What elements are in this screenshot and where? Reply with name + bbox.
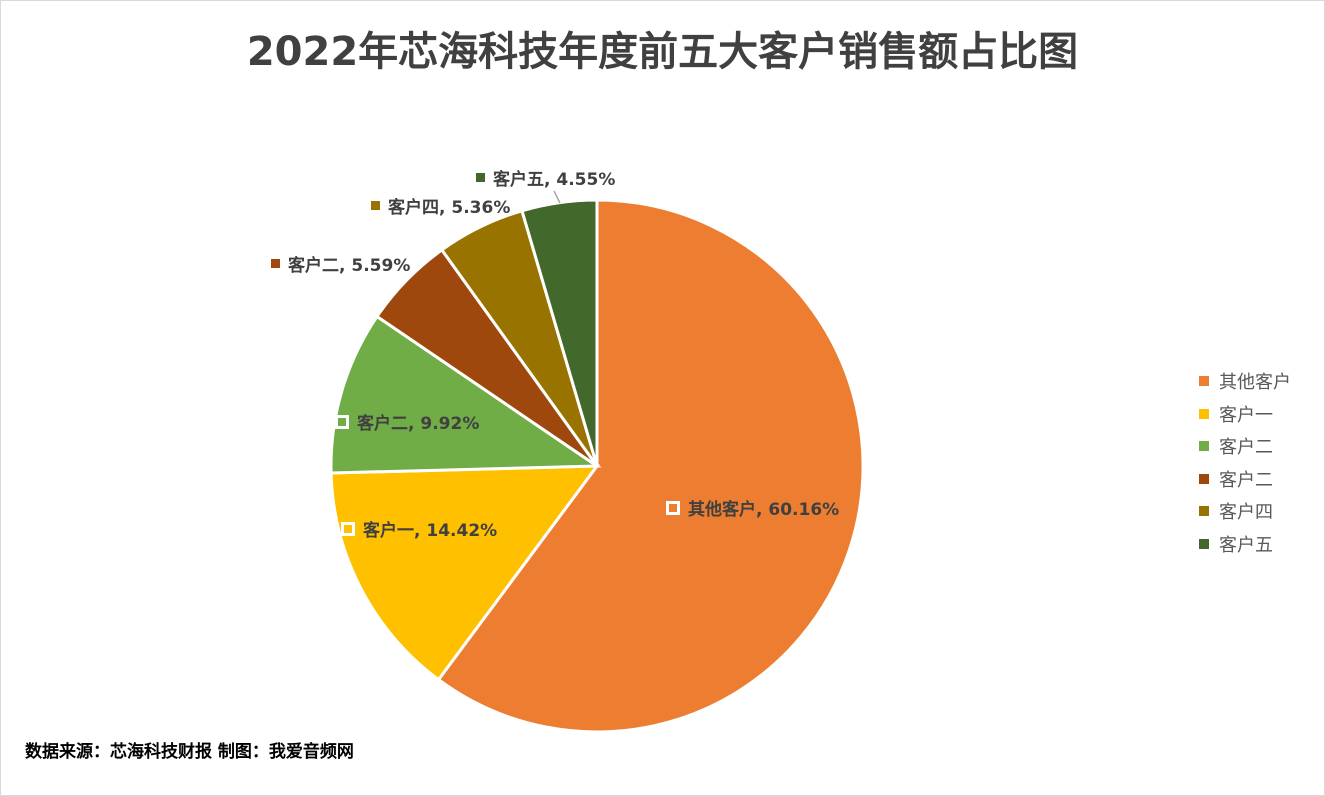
label-key-icon: [666, 500, 680, 515]
legend-label: 客户四: [1219, 502, 1273, 524]
leader-line: [553, 190, 561, 204]
legend-swatch-icon: [1199, 376, 1209, 387]
legend-label: 客户一: [1219, 404, 1273, 426]
data-label-text: 客户二, 9.92%: [357, 414, 480, 434]
data-label: 客户一, 14.42%: [341, 516, 497, 541]
data-label: 客户二, 9.92%: [335, 409, 479, 434]
data-label-text: 客户一, 14.42%: [363, 521, 498, 541]
legend-item: 客户四: [1199, 495, 1291, 528]
label-key-icon: [341, 521, 355, 536]
legend-label: 客户二: [1219, 469, 1273, 491]
source-note: 数据来源：芯海科技财报 制图：我爱音频网: [25, 742, 354, 762]
legend-item: 客户五: [1199, 528, 1291, 561]
pie-slice: [436, 198, 865, 734]
data-label: 客户四, 5.36%: [371, 193, 510, 218]
label-key-icon: [271, 259, 280, 268]
data-label-text: 其他客户, 60.16%: [688, 500, 840, 520]
data-label: 客户二, 5.59%: [271, 251, 410, 276]
legend-swatch-icon: [1199, 473, 1209, 484]
legend-label: 其他客户: [1219, 372, 1291, 394]
data-label: 其他客户, 60.16%: [666, 495, 839, 520]
pie-slice: [329, 314, 602, 475]
legend-swatch-icon: [1199, 538, 1209, 549]
legend-label: 客户五: [1219, 534, 1273, 556]
data-label-text: 客户四, 5.36%: [388, 198, 511, 218]
label-key-icon: [371, 201, 380, 210]
data-label: 客户五, 4.55%: [476, 165, 615, 190]
legend-swatch-icon: [1199, 506, 1209, 517]
legend-swatch-icon: [1199, 408, 1209, 419]
legend: 其他客户 客户一 客户二 客户二 客户四 客户五: [1199, 365, 1291, 560]
label-key-icon: [476, 173, 485, 182]
legend-item: 客户二: [1199, 430, 1291, 463]
data-label-text: 客户二, 5.59%: [288, 256, 411, 276]
legend-swatch-icon: [1199, 441, 1209, 452]
data-label-text: 客户五, 4.55%: [493, 170, 616, 190]
label-key-icon: [335, 414, 349, 429]
legend-item: 其他客户: [1199, 365, 1291, 398]
pie-slice: [329, 464, 601, 682]
legend-label: 客户二: [1219, 437, 1273, 459]
chart-title: 2022年芯海科技年度前五大客户销售额占比图: [246, 29, 1079, 75]
legend-item: 客户二: [1199, 463, 1291, 496]
legend-item: 客户一: [1199, 398, 1291, 431]
